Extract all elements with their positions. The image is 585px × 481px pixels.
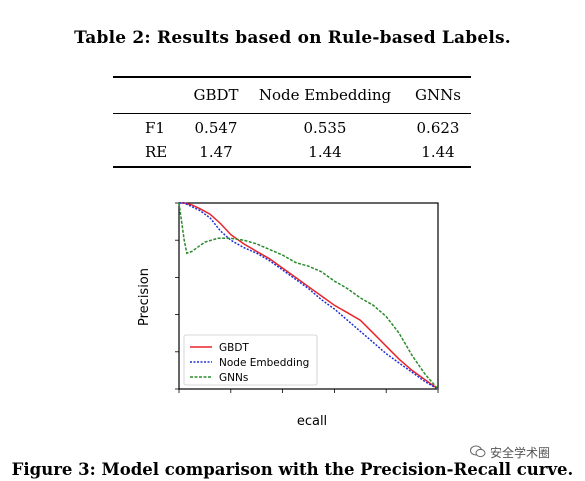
table-bottom-rule [113, 166, 471, 168]
table-cell: 1.47 [199, 143, 233, 161]
plot-frame [178, 202, 439, 390]
table-top-rule [113, 76, 471, 78]
series-line-gbdt [179, 202, 439, 390]
table-cell: 1.44 [421, 143, 455, 161]
series-layer [178, 202, 439, 390]
legend-box [183, 334, 318, 386]
figure-caption: Figure 3: Model comparison with the Prec… [11, 460, 574, 479]
legend-label-node-embedding: Node Embedding [219, 357, 309, 369]
legend-label-gnns: GNNs [219, 372, 248, 384]
table-row-label: RE [145, 143, 168, 161]
table-header-rule [113, 113, 471, 114]
wechat-icon [470, 445, 486, 461]
table-cell: 0.535 [303, 119, 347, 137]
x-axis-label: ecall [297, 414, 327, 429]
table-cell: 0.547 [194, 119, 238, 137]
table-header-node-embedding: Node Embedding [258, 86, 392, 104]
series-line-node-embedding [179, 202, 439, 390]
series-line-gnns [178, 202, 439, 390]
y-axis-label: Precision [137, 268, 152, 326]
axis-ticks [175, 202, 439, 393]
watermark: 安全学术圈 [470, 444, 550, 461]
table-cell: 0.623 [416, 119, 460, 137]
table-caption: Table 2: Results based on Rule-based Lab… [74, 28, 511, 48]
legend-label-gbdt: GBDT [219, 342, 249, 354]
table-header-gnns: GNNs [415, 86, 461, 104]
watermark-text: 安全学术圈 [490, 446, 551, 460]
table-cell: 1.44 [308, 143, 342, 161]
legend: GBDT Node Embedding GNNs [183, 334, 318, 386]
table-row-label: F1 [145, 119, 165, 137]
table-header-gbdt: GBDT [193, 86, 239, 104]
